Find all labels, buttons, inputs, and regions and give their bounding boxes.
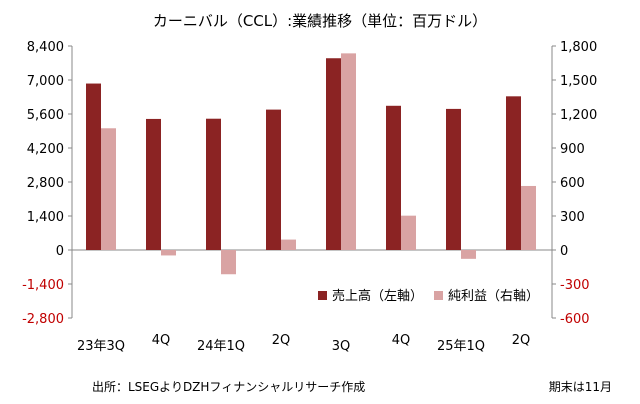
right-tick-label: 900 bbox=[560, 142, 585, 157]
left-tick-label: -1,400 bbox=[22, 278, 64, 293]
legend-label-revenue: 売上高（左軸） bbox=[332, 288, 423, 304]
right-tick-label: -600 bbox=[560, 312, 590, 327]
revenue-bar bbox=[266, 109, 281, 251]
right-tick-label: 1,500 bbox=[560, 74, 597, 89]
fiscal-year-note: 期末は11月 bbox=[548, 380, 612, 394]
revenue-bar bbox=[146, 118, 161, 251]
x-tick-label: 23年3Q bbox=[77, 339, 125, 354]
left-tick-label: 4,200 bbox=[27, 142, 64, 157]
revenue-bar bbox=[326, 58, 341, 250]
left-tick-label: 1,400 bbox=[27, 210, 64, 225]
revenue-bar bbox=[86, 83, 101, 250]
net-income-bar bbox=[161, 250, 176, 256]
right-tick-label: 600 bbox=[560, 176, 585, 191]
left-tick-label: 2,800 bbox=[27, 176, 64, 191]
net-income-bar bbox=[401, 215, 416, 250]
chart-axes bbox=[71, 46, 553, 318]
right-tick-label: 0 bbox=[560, 244, 568, 259]
x-tick-label: 4Q bbox=[392, 333, 411, 348]
x-tick-label: 4Q bbox=[152, 333, 171, 348]
left-tick-label: 8,400 bbox=[27, 40, 64, 55]
chart-bars bbox=[86, 53, 536, 275]
legend-swatch-revenue bbox=[318, 291, 327, 300]
left-tick-label: -2,800 bbox=[22, 312, 64, 327]
revenue-bar bbox=[506, 96, 521, 250]
source-note: 出所：LSEGよりDZHフィナンシャルリサーチ作成 bbox=[92, 380, 366, 394]
right-tick-label: -300 bbox=[560, 278, 590, 293]
net-income-bar bbox=[221, 250, 236, 275]
revenue-bar bbox=[206, 118, 221, 250]
revenue-bar bbox=[386, 105, 401, 250]
x-axis-ticks: 23年3Q 4Q 24年1Q 2Q 3Q 4Q 25年1Q 2Q bbox=[77, 333, 530, 354]
chart-legend: 売上高（左軸） 純利益（右軸） bbox=[318, 288, 539, 304]
left-axis-ticks: 8,400 7,000 5,600 4,200 2,800 1,400 0 -1,400 -2,… bbox=[22, 40, 72, 327]
left-tick-label: 0 bbox=[56, 244, 64, 259]
net-income-bar bbox=[101, 128, 116, 250]
net-income-bar bbox=[341, 53, 356, 250]
legend-label-net-income: 純利益（右軸） bbox=[448, 289, 539, 304]
net-income-bar bbox=[521, 185, 536, 250]
x-tick-label: 2Q bbox=[512, 333, 531, 348]
x-tick-label: 25年1Q bbox=[437, 339, 485, 354]
right-tick-label: 300 bbox=[560, 210, 585, 225]
left-tick-label: 5,600 bbox=[27, 108, 64, 123]
net-income-bar bbox=[461, 250, 476, 259]
right-axis-ticks: 1,800 1,500 1,200 900 600 300 0 -300 -600 bbox=[552, 40, 597, 327]
x-tick-label: 2Q bbox=[272, 333, 291, 348]
revenue-bar bbox=[446, 108, 461, 251]
legend-swatch-net-income bbox=[434, 291, 443, 300]
x-tick-label: 3Q bbox=[332, 339, 351, 354]
left-tick-label: 7,000 bbox=[27, 74, 64, 89]
net-income-bar bbox=[281, 239, 296, 250]
right-tick-label: 1,200 bbox=[560, 108, 597, 123]
x-tick-label: 24年1Q bbox=[197, 339, 245, 354]
chart-title: カーニバル（CCL）:業績推移（単位：百万ドル） bbox=[152, 12, 488, 30]
right-tick-label: 1,800 bbox=[560, 40, 597, 55]
